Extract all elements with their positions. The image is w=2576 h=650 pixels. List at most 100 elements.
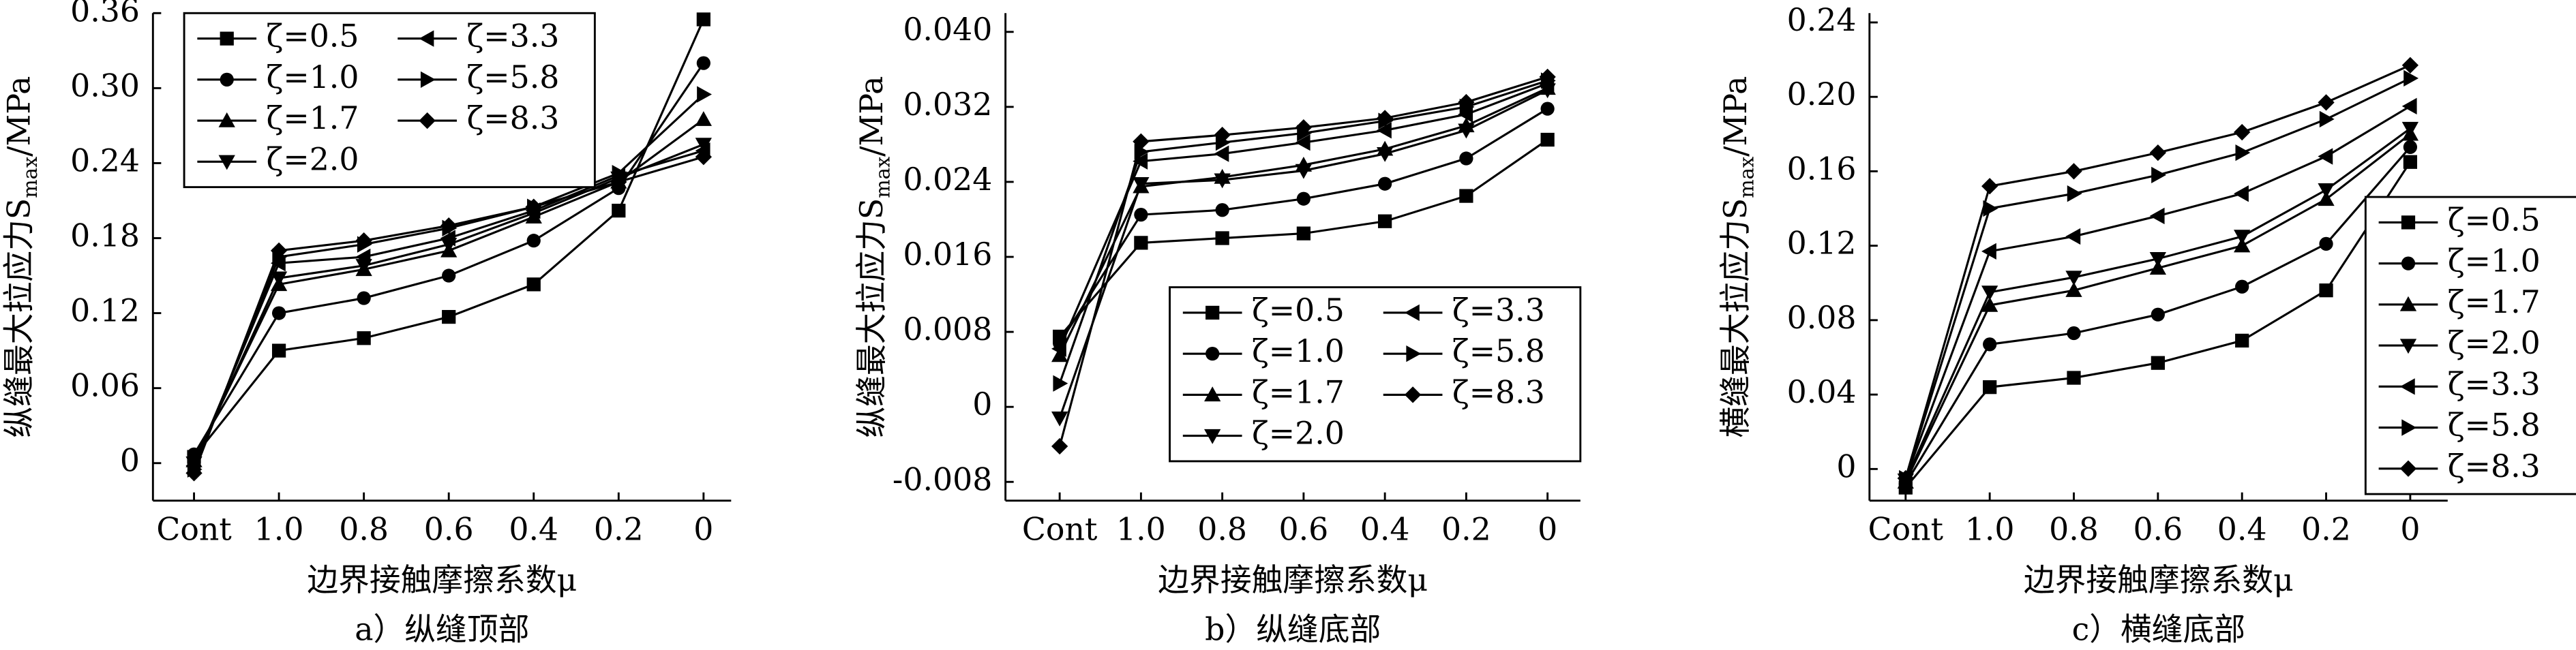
y-tick-label: 0.18 <box>70 218 140 254</box>
marker <box>695 111 712 126</box>
legend-marker <box>1404 304 1420 322</box>
marker <box>2318 191 2335 206</box>
marker <box>2318 183 2335 198</box>
legend-marker <box>2401 256 2416 270</box>
marker <box>1215 231 1229 245</box>
marker <box>271 343 286 358</box>
legend-label: ζ=2.0 <box>1252 416 1345 452</box>
marker <box>1051 437 1068 455</box>
marker <box>1133 153 1148 170</box>
legend-label: ζ=1.7 <box>1252 374 1345 410</box>
legend-label: ζ=1.7 <box>267 100 359 136</box>
marker <box>2151 307 2165 322</box>
marker <box>2401 121 2419 137</box>
x-tick-label: 0.4 <box>509 512 558 548</box>
marker <box>2234 230 2251 245</box>
marker <box>2149 207 2165 225</box>
legend-box <box>183 12 596 189</box>
x-axis-label: 边界接触摩擦系数μ <box>2024 562 2294 598</box>
line <box>1904 105 2411 479</box>
legend-marker <box>220 31 234 46</box>
marker <box>2065 228 2081 245</box>
x-tick-label: 0.2 <box>2301 512 2351 548</box>
y-tick-label: 0.016 <box>903 236 992 273</box>
x-tick-label: 0 <box>693 512 713 548</box>
legend-marker <box>2399 296 2417 311</box>
y-tick-label: 0 <box>1836 448 1856 484</box>
marker <box>2149 260 2166 275</box>
x-tick-label: 0.8 <box>1197 512 1247 548</box>
x-tick-label: 0.2 <box>594 512 644 548</box>
y-tick-label: 0 <box>120 443 140 479</box>
legend-marker <box>1406 345 1422 362</box>
legend-label: ζ=3.3 <box>1452 292 1545 328</box>
marker <box>1540 102 1555 116</box>
marker <box>2065 163 2082 180</box>
marker <box>440 217 458 234</box>
y-axis-label-main: 纵缝最大拉应力S <box>854 198 890 438</box>
marker <box>440 230 455 247</box>
legend-marker <box>218 155 235 170</box>
x-tick-label: 0.4 <box>2217 512 2267 548</box>
y-tick-label: 0.36 <box>70 0 140 29</box>
x-tick-label: 0.8 <box>339 512 389 548</box>
marker <box>1378 214 1392 228</box>
marker <box>2149 144 2166 161</box>
marker <box>2401 97 2417 114</box>
marker <box>610 173 627 191</box>
y-axis-label: 横缝最大拉应力Smax/MPa <box>1718 76 1758 438</box>
y-tick-label: 0.04 <box>1787 374 1857 410</box>
marker <box>442 309 456 324</box>
legend-marker <box>419 30 434 47</box>
x-tick-label: 1.0 <box>254 512 304 548</box>
marker <box>357 291 371 305</box>
y-axis-label-sub: max <box>1735 157 1758 198</box>
line <box>1904 127 2411 481</box>
legend-marker <box>2399 339 2417 354</box>
x-tick-label: 1.0 <box>1116 512 1166 548</box>
marker <box>185 465 203 482</box>
marker <box>1983 337 1997 352</box>
legend-label: ζ=5.8 <box>1452 333 1545 369</box>
marker <box>1458 123 1475 139</box>
y-tick-label: 0.20 <box>1787 76 1857 112</box>
caption: c）横缝底部 <box>2072 612 2245 648</box>
marker <box>2403 69 2419 87</box>
legend-label: ζ=2.0 <box>2448 325 2541 361</box>
legend-marker <box>2399 378 2415 395</box>
y-axis-label-sub: max <box>18 157 42 198</box>
y-tick-label: 0.024 <box>903 161 992 198</box>
marker <box>1053 375 1068 392</box>
marker <box>1981 243 1996 260</box>
legend-marker <box>419 112 436 129</box>
x-tick-label: Cont <box>1022 512 1098 548</box>
x-tick-label: 0.6 <box>2133 512 2183 548</box>
marker <box>2065 270 2082 286</box>
x-tick-label: 0.8 <box>2049 512 2099 548</box>
line <box>193 149 704 467</box>
legend-label: ζ=8.3 <box>2448 448 2541 484</box>
x-tick-label: 0.2 <box>1441 512 1491 548</box>
marker <box>2151 166 2166 184</box>
marker <box>2151 356 2165 370</box>
marker <box>1295 134 1311 151</box>
y-tick-label: 0.30 <box>70 67 140 104</box>
x-tick-label: 0 <box>1538 512 1557 548</box>
y-tick-label: 0.16 <box>1787 151 1857 187</box>
marker <box>2318 94 2335 111</box>
legend-marker <box>218 112 235 127</box>
y-axis-label-unit: /MPa <box>1718 76 1754 157</box>
y-tick-label: 0.24 <box>70 142 140 179</box>
x-axis-label: 边界接触摩擦系数μ <box>1158 562 1428 598</box>
legend-label: ζ=1.7 <box>2448 284 2541 320</box>
x-tick-label: 0.6 <box>1278 512 1328 548</box>
legend-label: ζ=2.0 <box>267 141 359 177</box>
legend-box <box>1169 286 1582 463</box>
legend-label: ζ=8.3 <box>1452 374 1545 410</box>
marker <box>1133 176 1150 192</box>
marker <box>2067 371 2081 385</box>
marker <box>696 56 710 70</box>
legend-marker <box>1205 305 1220 320</box>
legend-marker <box>2399 460 2417 477</box>
y-axis-label-unit: /MPa <box>1 76 38 157</box>
